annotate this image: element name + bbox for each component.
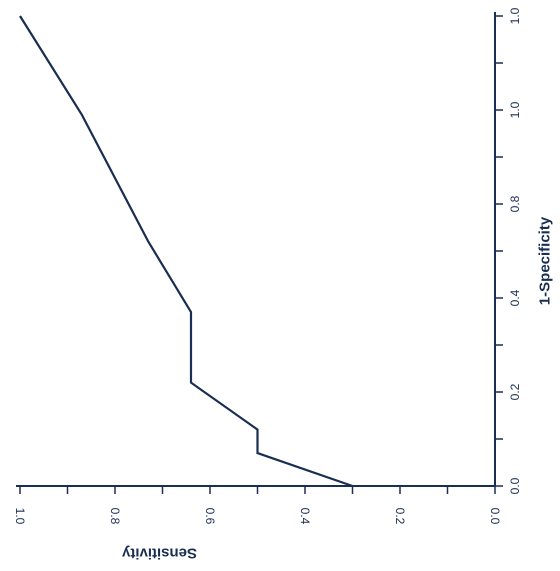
y-axis-ticks: 0.0 0.2 0.4 0.6 0.8 1.0: [13, 486, 502, 525]
chart-axes: [16, 12, 496, 487]
y-tick-label: 0.2: [393, 508, 407, 525]
y-tick-label: 1.0: [13, 508, 27, 525]
x-tick-label: 1.0: [508, 101, 522, 118]
x-axis-ticks: 0.0 0.2 0.4 0.8 1.0 1.0: [495, 7, 522, 494]
chart-series: [19, 15, 353, 488]
x-tick-label: 0.4: [508, 289, 522, 306]
y-tick-label: 0.4: [298, 508, 312, 525]
y-axis-title: Sensitivity: [121, 545, 197, 562]
roc-curve-line: [19, 15, 353, 488]
y-tick-label: 0.0: [488, 508, 502, 525]
x-axis-title: 1-Specificity: [537, 216, 554, 305]
x-tick-label: 0.2: [508, 383, 522, 400]
y-tick-label: 0.6: [203, 508, 217, 525]
y-tick-label: 0.8: [108, 508, 122, 525]
x-tick-label: 1.0: [508, 7, 522, 24]
x-tick-label: 0.0: [508, 477, 522, 494]
x-tick-label: 0.8: [508, 195, 522, 212]
